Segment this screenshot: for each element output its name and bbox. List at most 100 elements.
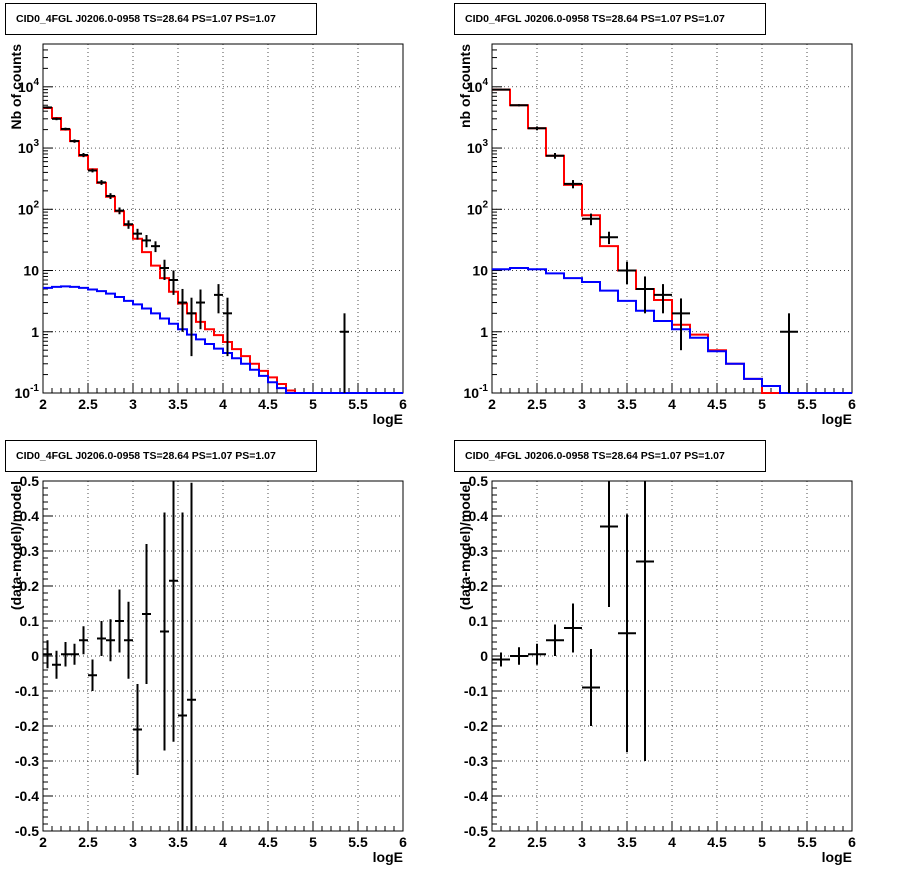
x-tick-label: 5 [758,834,766,850]
y-tick-label: 10 [472,263,488,279]
y-tick-label: 10 [23,263,39,279]
chart-2: 2 2.5 3 3.5 4 4.5 5 5.5 610-1110102103104logEnb … [457,43,856,427]
y-axis-title: nb of counts [457,44,473,128]
y-tick-label-base: 10 [18,201,34,217]
y-tick-label-exponent: 4 [33,77,39,88]
y-tick-label: -0.1 [464,683,488,699]
y-tick-label-base: 10 [18,79,34,95]
y-tick-label: 102 [467,199,489,217]
y-tick-label: 0.3 [20,543,40,559]
x-axis-title: logE [373,849,403,865]
y-tick-label-base: 10 [464,385,480,401]
x-tick-label: 4 [219,834,227,850]
model-background-histogram [492,266,852,394]
x-tick-label: 2.5 [78,834,98,850]
x-tick-label: 3 [129,834,137,850]
y-tick-label: 0 [480,648,488,664]
y-tick-label: -0.3 [464,753,488,769]
x-tick-label: 6 [848,834,856,850]
y-tick-label: 102 [18,199,40,217]
x-tick-label: 3.5 [617,396,637,412]
y-tick-label: -0.4 [464,788,488,804]
x-tick-label: 5 [309,834,317,850]
y-tick-label: -0.1 [15,683,39,699]
x-axis-title: logE [373,411,403,427]
y-tick-label-exponent: 4 [482,77,488,88]
y-tick-label: 10-1 [15,383,40,401]
x-tick-label: 3.5 [617,834,637,850]
x-tick-label: 6 [848,396,856,412]
y-tick-label-exponent: 3 [33,138,39,149]
x-tick-label: 2.5 [78,396,98,412]
y-tick-label: 0.4 [20,508,40,524]
y-tick-label-exponent: 2 [33,199,39,210]
y-tick-label: 0.1 [20,613,40,629]
x-tick-label: 3 [578,396,586,412]
x-tick-label: 2.5 [527,396,547,412]
x-tick-label: 2 [39,834,47,850]
pad-title-4: CID0_4FGL J0206.0-0958 TS=28.64 PS=1.07 … [454,440,766,472]
y-tick-label: 1 [31,324,39,340]
y-tick-label-base: 10 [467,79,483,95]
x-tick-label: 5 [758,396,766,412]
x-tick-label: 4.5 [258,396,278,412]
x-tick-label: 4 [219,396,227,412]
y-tick-label: 103 [18,138,40,156]
y-tick-label-base: 10 [15,385,31,401]
y-tick-label-exponent: -1 [479,383,488,394]
y-tick-label: 0.2 [20,578,40,594]
y-tick-label: 10-1 [464,383,489,401]
y-tick-label-base: 10 [467,201,483,217]
x-axis-title: logE [822,411,852,427]
y-tick-label: -0.5 [15,823,39,839]
y-tick-label: 0.3 [469,543,489,559]
x-tick-label: 2 [488,396,496,412]
y-axis-title: (data-model)/model [8,481,24,610]
y-tick-label: 103 [467,138,489,156]
pad-title-3: CID0_4FGL J0206.0-0958 TS=28.64 PS=1.07 … [5,440,317,472]
x-tick-label: 2 [488,834,496,850]
y-tick-label: -0.2 [15,718,39,734]
chart-1: 2 2.5 3 3.5 4 4.5 5 5.5 610-1110102103104logENb … [8,43,407,427]
x-tick-label: 5.5 [348,834,368,850]
x-tick-label: 2.5 [527,834,547,850]
y-tick-label-exponent: -1 [30,383,39,394]
y-tick-label: -0.2 [464,718,488,734]
y-tick-label: -0.4 [15,788,39,804]
x-tick-label: 5 [309,396,317,412]
x-tick-label: 4 [668,396,676,412]
pad-title-1: CID0_4FGL J0206.0-0958 TS=28.64 PS=1.07 … [5,3,317,35]
x-tick-label: 6 [399,396,407,412]
y-tick-label: 104 [18,77,40,95]
x-tick-label: 3 [578,834,586,850]
x-tick-label: 5.5 [797,396,817,412]
y-axis-title: Nb of counts [8,44,24,130]
x-tick-label: 5.5 [348,396,368,412]
y-tick-label: 0.5 [20,473,40,489]
model-total-histogram [492,88,852,394]
x-tick-label: 4.5 [258,834,278,850]
y-tick-label: 0.1 [469,613,489,629]
x-tick-label: 3.5 [168,396,188,412]
y-tick-label: 104 [467,77,489,95]
y-tick-label-base: 10 [467,140,483,156]
y-tick-label: 0.4 [469,508,489,524]
chart-3: 2 2.5 3 3.5 4 4.5 5 5.5 6 -0.5 -0.4 -0.3 -0.2 -0.1 0 0.… [8,473,407,865]
y-tick-label: -0.3 [15,753,39,769]
x-tick-label: 5.5 [797,834,817,850]
y-tick-label-exponent: 2 [482,199,488,210]
y-tick-label: 0 [31,648,39,664]
y-tick-label-base: 10 [18,140,34,156]
pad-title-2: CID0_4FGL J0206.0-0958 TS=28.64 PS=1.07 … [454,3,766,35]
x-tick-label: 4 [668,834,676,850]
chart-4: 2 2.5 3 3.5 4 4.5 5 5.5 6 -0.5 -0.4 -0.3 -0.2 -0.1 0 0.… [457,473,856,865]
model-background-histogram [43,285,403,394]
x-tick-label: 4.5 [707,396,727,412]
y-axis-title: (data-model)/model [457,481,473,610]
x-axis-title: logE [822,849,852,865]
x-tick-label: 4.5 [707,834,727,850]
y-tick-label: -0.5 [464,823,488,839]
y-tick-label: 0.2 [469,578,489,594]
